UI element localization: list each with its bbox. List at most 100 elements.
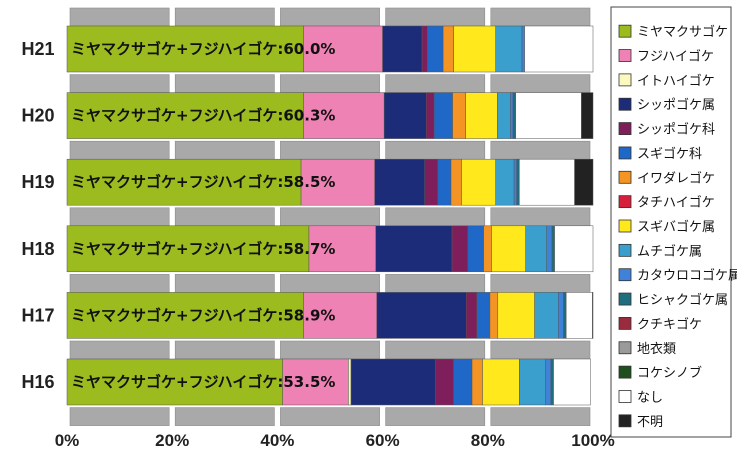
bar-segment — [282, 358, 349, 406]
bar-segment — [558, 292, 564, 339]
bar-segment — [424, 158, 439, 206]
bar-segment — [550, 358, 554, 406]
bar-segment — [442, 25, 454, 73]
grid-band — [280, 74, 380, 93]
legend-swatch — [618, 317, 632, 330]
category-label: H17 — [21, 305, 54, 325]
legend-swatch — [618, 24, 632, 38]
legend-label: カタウロコゴケ属 — [637, 268, 737, 284]
legend-swatch — [618, 146, 632, 160]
legend-label: 不明 — [637, 415, 663, 430]
legend-swatch — [618, 390, 632, 403]
grid-band — [490, 340, 591, 360]
bar-segment — [512, 92, 516, 139]
legend-swatch — [618, 243, 632, 257]
bar-segment — [553, 358, 591, 406]
category-label: H21 — [21, 39, 54, 59]
category-label: H16 — [21, 372, 54, 392]
grid-band — [174, 7, 275, 27]
legend-swatch — [618, 268, 632, 282]
category-label: H20 — [21, 106, 54, 126]
legend-swatch — [618, 341, 632, 355]
legend-label: スギゴケ科 — [637, 146, 702, 162]
bar-segment — [563, 292, 567, 339]
bar-segment — [491, 225, 526, 273]
legend-swatch — [618, 365, 632, 379]
bar-segment — [489, 292, 499, 339]
bar-segment — [350, 358, 436, 406]
grid-band — [490, 407, 591, 426]
bar-segment — [437, 158, 452, 206]
bar-segment — [521, 25, 525, 73]
bar-data-label: ミヤマクサゴケ+フジハイゴケ:58.9% — [71, 306, 335, 324]
x-tick-label: 60% — [366, 431, 400, 450]
legend-swatch — [618, 49, 632, 62]
bar-data-label: ミヤマクサゴケ+フジハイゴケ:60.0% — [71, 40, 335, 58]
bar-segment — [433, 92, 453, 139]
legend-label: シッポゴケ科 — [637, 122, 715, 138]
bar-segment — [483, 225, 492, 273]
bar-segment — [303, 25, 383, 73]
grid-band — [69, 340, 170, 360]
bar-segment — [453, 358, 473, 406]
bar-segment — [515, 92, 582, 139]
grid-band — [280, 7, 380, 27]
bar-segment — [497, 292, 535, 339]
x-tick-label: 20% — [155, 431, 189, 450]
x-tick-label: 0% — [55, 431, 80, 450]
bar-segment — [375, 225, 453, 273]
grid-band — [490, 274, 591, 293]
bar-segment — [554, 225, 594, 273]
grid-band — [385, 140, 486, 160]
legend-label: ミヤマクサゴケ — [637, 24, 728, 40]
grid-band — [280, 140, 380, 160]
legend-swatch — [618, 414, 632, 428]
legend-swatch — [618, 292, 632, 306]
bar-data-label: ミヤマクサゴケ+フジハイゴケ:53.5% — [71, 373, 335, 391]
legend-label: コケシノブ — [637, 365, 702, 381]
grid-band — [69, 7, 170, 27]
bar-segment — [308, 225, 377, 273]
bar-segment — [461, 158, 496, 206]
x-tick-label: 80% — [471, 431, 505, 450]
bar-segment — [516, 158, 520, 206]
bar-segment — [476, 292, 491, 339]
bar-segment — [465, 292, 478, 339]
legend-swatch — [618, 219, 632, 233]
grid-band — [174, 74, 275, 93]
bar-segment — [465, 92, 498, 139]
legend-label: ムチゴケ属 — [637, 243, 702, 259]
grid-band — [385, 340, 486, 360]
grid-band — [490, 207, 591, 227]
bar-segment — [374, 158, 425, 206]
grid-band — [280, 274, 380, 293]
legend-label: タチハイゴケ — [637, 195, 715, 211]
grid-band — [385, 74, 486, 93]
x-tick-label: 40% — [260, 431, 294, 450]
grid-band — [174, 340, 275, 360]
bar-segment — [300, 158, 375, 206]
bar-segment — [66, 92, 304, 139]
legend-label: イトハイゴケ — [637, 73, 715, 89]
bar-segment — [524, 25, 594, 73]
grid-band — [490, 140, 591, 160]
grid-band — [280, 207, 380, 227]
bar-segment — [66, 225, 310, 273]
bar-data-label: ミヤマクサゴケ+フジハイゴケ:58.5% — [71, 173, 335, 191]
bar-segment — [546, 225, 553, 273]
bar-segment — [382, 25, 423, 73]
legend-swatch — [618, 97, 632, 111]
legend-swatch — [618, 195, 632, 209]
bar-segment — [495, 158, 515, 206]
grid-band — [490, 7, 591, 27]
bar-segment — [513, 158, 517, 206]
bar-segment — [510, 92, 514, 139]
bar-segment — [427, 25, 444, 73]
bar-segment — [434, 358, 454, 406]
bar-segment — [497, 92, 511, 139]
legend-label: フジハイゴケ — [637, 49, 714, 65]
bar-segment — [534, 292, 559, 339]
bar-segment — [519, 358, 546, 406]
bar-segment — [565, 292, 593, 339]
